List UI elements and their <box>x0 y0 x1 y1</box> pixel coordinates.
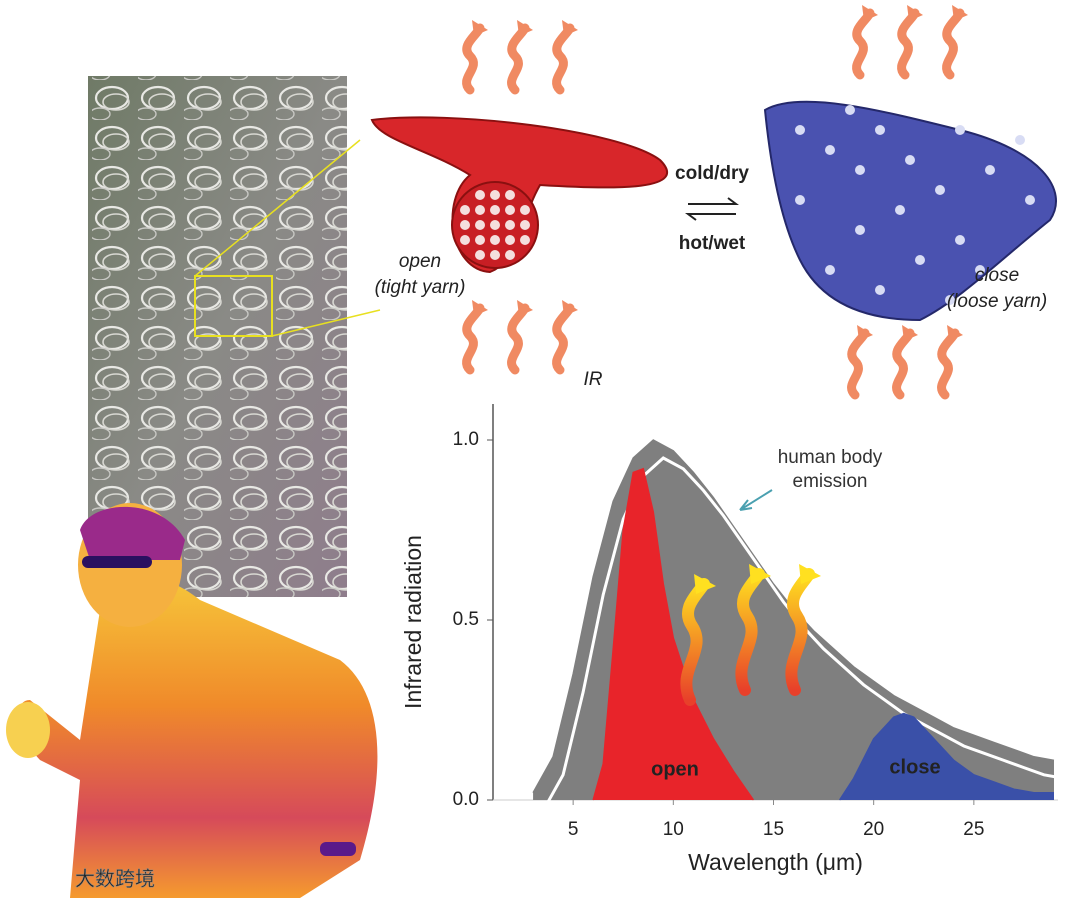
ir-label: IR <box>584 369 603 390</box>
state-note: (tight yarn) <box>375 277 466 298</box>
fiber-end <box>855 165 865 175</box>
area-line <box>838 712 1054 801</box>
zoom-line <box>194 139 361 277</box>
fiber-end <box>490 220 500 230</box>
fiber-end <box>915 255 925 265</box>
fiber-end <box>795 125 805 135</box>
fiber-end <box>505 205 515 215</box>
fiber-end <box>945 295 955 305</box>
fiber-end <box>1025 195 1035 205</box>
area-label: close <box>889 756 940 778</box>
fiber-ends <box>460 190 530 260</box>
fiber-end <box>460 235 470 245</box>
y-tick-label: 0.0 <box>453 789 479 810</box>
x-tick-label: 10 <box>663 819 684 840</box>
fiber-end <box>475 205 485 215</box>
fiber-end <box>795 195 805 205</box>
watermark: 大数跨境 <box>75 867 155 890</box>
fiber-end <box>460 205 470 215</box>
fiber-end <box>475 235 485 245</box>
annotation-arrow <box>739 489 773 511</box>
fiber-end <box>520 205 530 215</box>
plot: 0.0 0.5 1.0 5 10 15 20 25 Wavelength (μm) Infrare… <box>400 404 1065 875</box>
fiber-end <box>955 235 965 245</box>
fiber-end <box>895 205 905 215</box>
fiber-end <box>505 235 515 245</box>
fiber-end <box>490 190 500 200</box>
fiber-end <box>935 185 945 195</box>
x-tick-label: 15 <box>763 819 784 840</box>
state-label: close <box>975 265 1019 286</box>
area-fill <box>593 468 754 800</box>
zoom-box <box>194 275 273 337</box>
fiber-end <box>520 235 530 245</box>
fiber-end <box>845 105 855 115</box>
fiber-end <box>475 250 485 260</box>
fiber-end <box>505 220 515 230</box>
fiber-end <box>975 265 985 275</box>
fiber-end <box>490 205 500 215</box>
area-fill <box>839 713 1054 800</box>
fiber-end <box>1015 135 1025 145</box>
equilibrium-arrows <box>685 197 739 221</box>
x-tick-label: 20 <box>863 819 884 840</box>
state-note: (loose yarn) <box>947 291 1047 312</box>
thermal-person <box>6 503 378 898</box>
fiber-end <box>905 155 915 165</box>
fiber-end <box>505 190 515 200</box>
fiber-end <box>475 190 485 200</box>
y-tick-label: 1.0 <box>453 429 479 450</box>
y-tick-label: 0.5 <box>453 609 479 630</box>
open-yarn <box>370 116 668 274</box>
annotation: human body emission <box>777 447 883 492</box>
fiber-ends <box>795 105 1035 305</box>
x-axis-title: Wavelength (μm) <box>688 849 863 875</box>
fiber-end <box>875 285 885 295</box>
fiber-end <box>825 265 835 275</box>
fiber-end <box>490 250 500 260</box>
area-line <box>592 467 755 801</box>
fiber-end <box>490 235 500 245</box>
fiber-end <box>825 145 835 155</box>
state-label: open <box>399 251 441 272</box>
condition-label: hot/wet <box>679 233 746 254</box>
fiber-end <box>985 165 995 175</box>
area-label: open <box>651 758 699 780</box>
fiber-end <box>955 125 965 135</box>
x-tick-label: 25 <box>963 819 984 840</box>
fiber-end <box>520 220 530 230</box>
fiber-end <box>505 250 515 260</box>
x-tick-label: 5 <box>568 819 579 840</box>
fiber-end <box>475 220 485 230</box>
condition-label: cold/dry <box>675 163 749 184</box>
fiber-end <box>875 125 885 135</box>
fiber-end <box>460 220 470 230</box>
y-axis-title: Infrared radiation <box>400 535 426 709</box>
zoom-line <box>271 309 381 337</box>
close-yarn <box>763 100 1057 322</box>
fiber-end <box>855 225 865 235</box>
